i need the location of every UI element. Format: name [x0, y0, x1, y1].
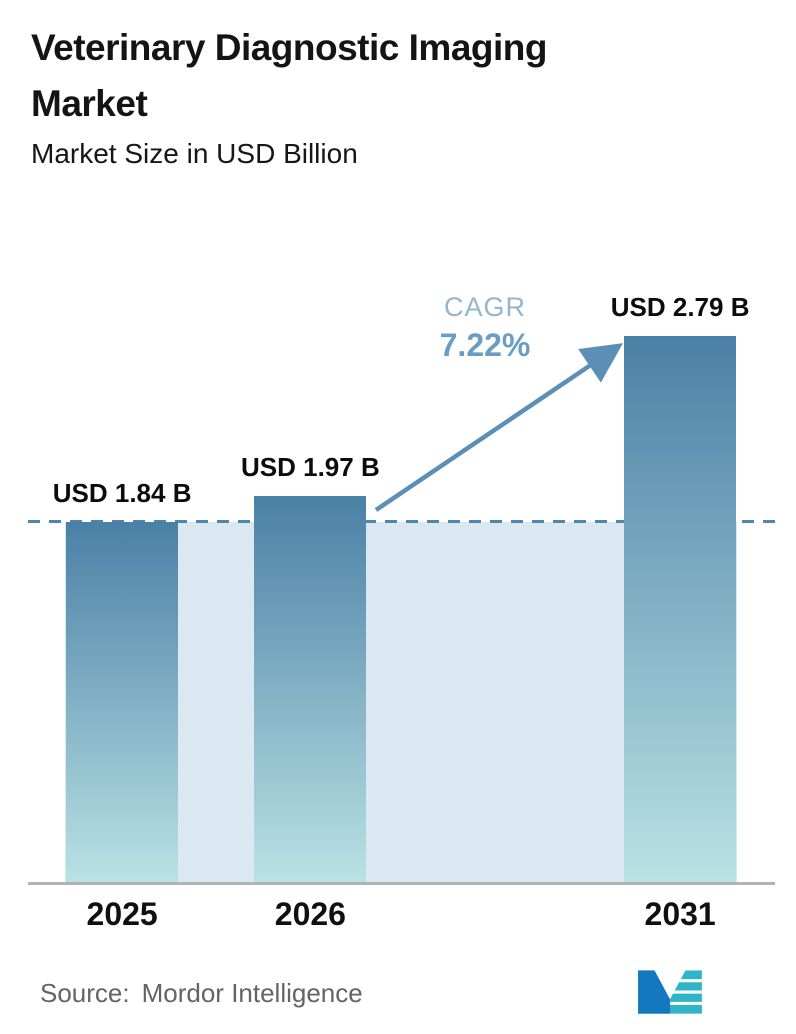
bar-2025	[66, 521, 179, 882]
tick-label-2026: 2026	[274, 896, 346, 932]
chart-title-line1: Veterinary Diagnostic Imaging	[31, 27, 547, 68]
cagr-value: 7.22%	[439, 327, 531, 363]
value-label-2025: USD 1.84 B	[52, 477, 192, 508]
chart-subtitle: Market Size in USD Billion	[31, 138, 358, 169]
tick-label-2031: 2031	[644, 896, 716, 932]
mordor-intelligence-logo	[638, 970, 702, 1014]
bar-2031	[624, 335, 737, 882]
chart-title: Veterinary Diagnostic Imaging Market	[31, 20, 547, 131]
plot-area: CAGR 7.22% USD 1.84 B 2025 USD 1.97 B 2026 U…	[28, 230, 775, 932]
value-label-2031: USD 2.79 B	[610, 291, 750, 322]
trend-dashed-line	[28, 519, 775, 523]
tick-label-2025: 2025	[86, 896, 158, 932]
source-value: Mordor Intelligence	[141, 978, 363, 1008]
value-label-2026: USD 1.97 B	[240, 452, 380, 483]
source-line: Source: Mordor Intelligence	[40, 978, 363, 1009]
bar-2026	[254, 496, 367, 882]
source-label: Source:	[40, 978, 130, 1008]
cagr-annotation: CAGR 7.22%	[380, 292, 590, 364]
cagr-label: CAGR	[443, 292, 526, 322]
chart-title-line2: Market	[31, 82, 148, 124]
